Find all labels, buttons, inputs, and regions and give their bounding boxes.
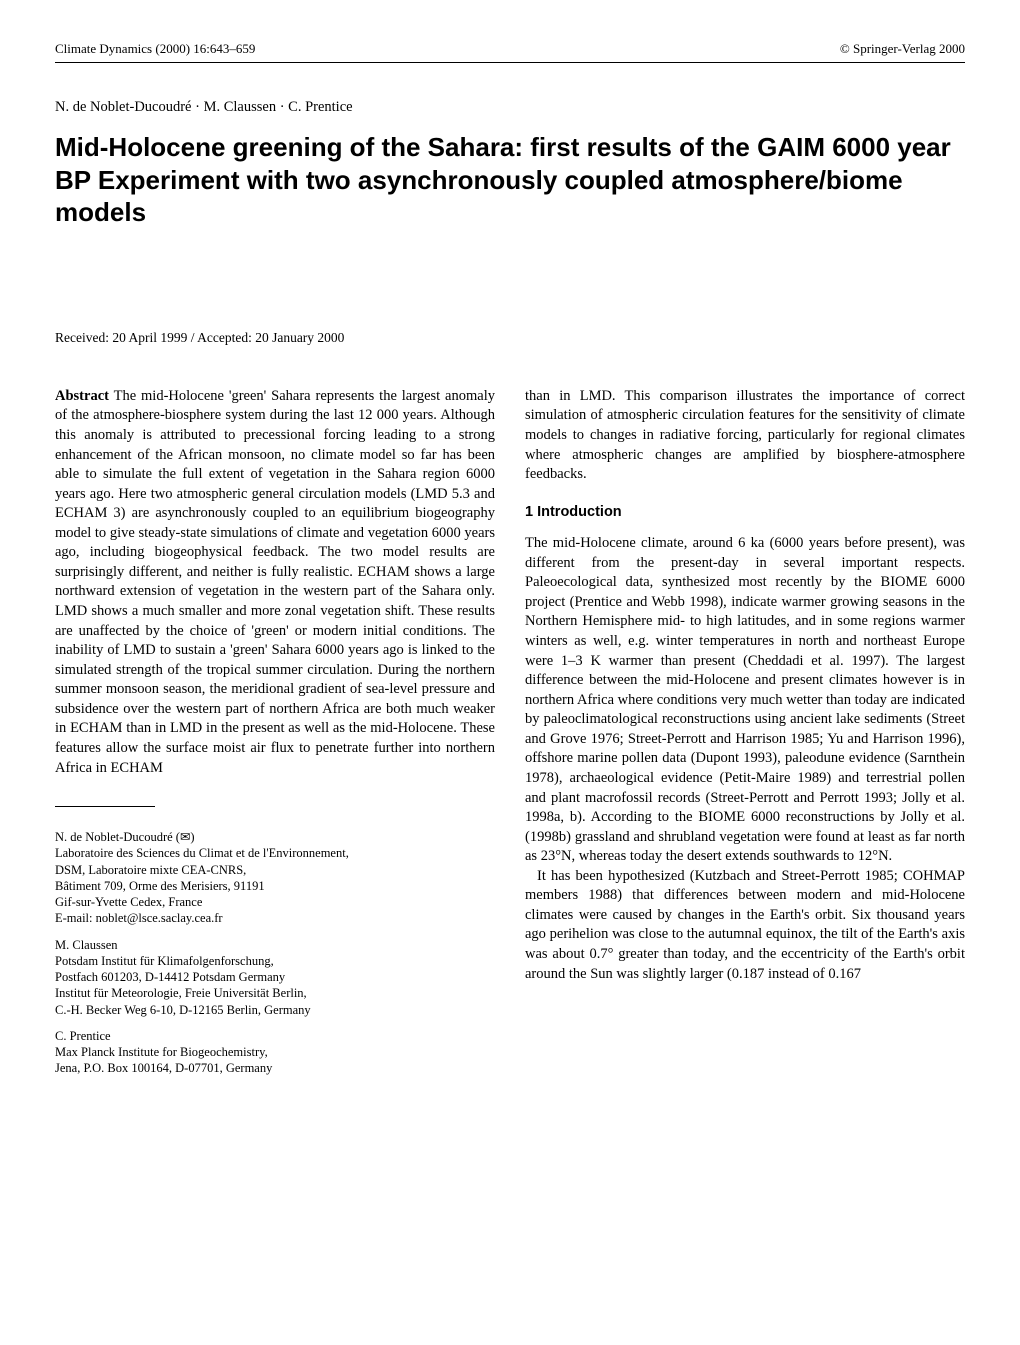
right-column: than in LMD. This comparison illustrates… [525,387,965,1087]
correspondence-block: N. de Noblet-Ducoudré (✉) Laboratoire de… [55,829,495,1077]
abstract-label: Abstract [55,388,109,404]
corr2-line1: Potsdam Institut für Klimafolgenforschun… [55,953,495,969]
corr3-name: C. Prentice [55,1028,495,1044]
paper-title: Mid-Holocene greening of the Sahara: fir… [55,131,965,229]
corr1-line4: Gif-sur-Yvette Cedex, France [55,894,495,910]
corr3-line1: Max Planck Institute for Biogeochemistry… [55,1044,495,1060]
abstract-paragraph: Abstract The mid-Holocene 'green' Sahara… [55,387,495,778]
corr2-line3: Institut für Meteorologie, Freie Univers… [55,985,495,1001]
author-block-rule [55,806,155,807]
authors: N. de Noblet-Ducoudré · M. Claussen · C.… [55,98,965,118]
intro-paragraph-1: The mid-Holocene climate, around 6 ka (6… [525,534,965,867]
abstract-body: The mid-Holocene 'green' Sahara represen… [55,388,495,776]
corr1-line5: E-mail: noblet@lsce.saclay.cea.fr [55,910,495,926]
corr-author-3: C. Prentice Max Planck Institute for Bio… [55,1028,495,1077]
header-line: Climate Dynamics (2000) 16:643–659 © Spr… [55,40,965,58]
corr1-name: N. de Noblet-Ducoudré (✉) [55,829,495,845]
corr3-line2: Jena, P.O. Box 100164, D-07701, Germany [55,1060,495,1076]
two-column-body: Abstract The mid-Holocene 'green' Sahara… [55,387,965,1087]
intro-paragraph-2: It has been hypothesized (Kutzbach and S… [525,867,965,984]
section-1-heading: 1 Introduction [525,503,965,523]
corr2-line4: C.-H. Becker Weg 6-10, D-12165 Berlin, G… [55,1002,495,1018]
corr1-line2: DSM, Laboratoire mixte CEA-CNRS, [55,862,495,878]
corr2-name: M. Claussen [55,937,495,953]
copyright: © Springer-Verlag 2000 [840,40,965,58]
left-column: Abstract The mid-Holocene 'green' Sahara… [55,387,495,1087]
corr1-line1: Laboratoire des Sciences du Climat et de… [55,845,495,861]
corr1-line3: Bâtiment 709, Orme des Merisiers, 91191 [55,878,495,894]
abstract-continuation: than in LMD. This comparison illustrates… [525,387,965,485]
corr-author-2: M. Claussen Potsdam Institut für Klimafo… [55,937,495,1018]
header-rule [55,62,965,63]
received-accepted: Received: 20 April 1999 / Accepted: 20 J… [55,329,965,347]
corr2-line2: Postfach 601203, D-14412 Potsdam Germany [55,969,495,985]
corr-author-1: N. de Noblet-Ducoudré (✉) Laboratoire de… [55,829,495,927]
journal-info: Climate Dynamics (2000) 16:643–659 [55,40,255,58]
